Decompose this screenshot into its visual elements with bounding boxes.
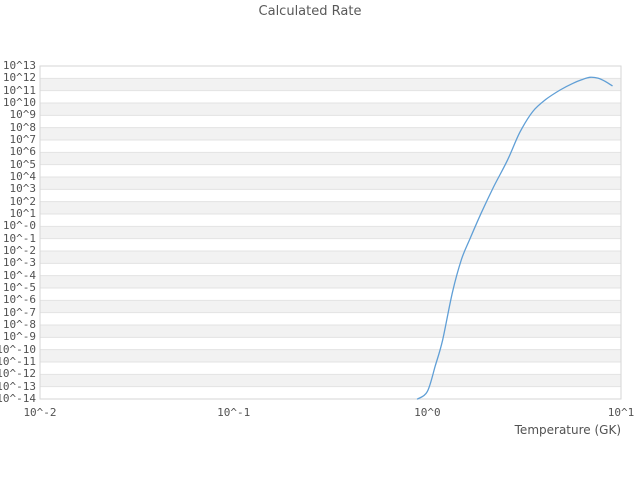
y-tick-label: 10^6 (9, 145, 37, 159)
x-tick-label: 10^0 (414, 406, 441, 419)
y-tick-label: 10^-1 (2, 231, 36, 245)
grid-band (40, 78, 621, 91)
y-tick-label: 10^10 (2, 96, 36, 109)
grid-band (40, 177, 621, 190)
y-tick-label: 10^-7 (2, 305, 36, 319)
x-axis-label: Temperature (GK) (514, 423, 621, 437)
grid-band (40, 152, 621, 165)
y-tick-label: 10^-12 (0, 367, 36, 381)
y-tick-label: 10^-10 (0, 342, 36, 356)
y-tick-label: 10^9 (9, 108, 37, 122)
y-tick-label: 10^8 (9, 120, 37, 134)
y-tick-label: 10^5 (9, 157, 37, 171)
y-tick-label: 10^3 (9, 182, 37, 196)
grid-band (40, 66, 621, 79)
grid-band (40, 251, 621, 264)
y-tick-label: 10^1 (9, 207, 37, 220)
grid-band (40, 275, 621, 288)
grid-band (40, 214, 621, 227)
y-tick-label: 10^-8 (2, 318, 36, 331)
grid-band (40, 140, 621, 153)
grid-band (40, 164, 621, 177)
y-tick-label: 10^11 (2, 83, 36, 97)
y-tick-label: 10^-13 (0, 379, 36, 393)
grid-band (40, 300, 621, 313)
grid-band (40, 103, 621, 116)
grid-band (40, 374, 621, 387)
y-tick-label: 10^-14 (0, 392, 36, 405)
grid-band (40, 90, 621, 103)
chart-title: Calculated Rate (258, 4, 362, 19)
grid-bands (40, 66, 621, 399)
plot-border (39, 65, 622, 400)
grid-band (40, 189, 621, 202)
y-tick-label: 10^4 (9, 170, 37, 183)
grid-band (40, 362, 621, 375)
x-tick-label: 10^-2 (23, 406, 57, 419)
grid-band (40, 349, 621, 362)
y-tick-label: 10^-5 (2, 281, 36, 294)
grid-band (40, 201, 621, 214)
grid-band (40, 115, 621, 128)
grid-band (40, 325, 621, 338)
grid-band (40, 127, 621, 140)
grid-band (40, 263, 621, 276)
grid-band (40, 226, 621, 239)
y-tick-label: 10^13 (2, 59, 36, 72)
y-tick-label: 10^-4 (2, 268, 36, 282)
grid-band (40, 386, 621, 399)
y-tick-label: 10^-0 (2, 219, 36, 233)
y-tick-label: 10^12 (2, 71, 36, 85)
rate-curve (416, 76, 613, 400)
x-tick-label: 10^-1 (217, 406, 251, 419)
y-tick-label: 10^7 (9, 133, 37, 146)
grid-band (40, 337, 621, 350)
grid-band (40, 288, 621, 301)
y-tick-label: 10^-2 (2, 244, 36, 257)
grid-band (40, 312, 621, 325)
x-tick-label: 10^1 (607, 406, 635, 419)
y-tick-label: 10^-11 (0, 355, 36, 368)
y-tick-label: 10^-9 (2, 330, 36, 344)
y-tick-label: 10^2 (9, 194, 37, 208)
y-tick-label: 10^-6 (2, 293, 36, 307)
grid-band (40, 238, 621, 251)
y-tick-label: 10^-3 (2, 256, 36, 270)
